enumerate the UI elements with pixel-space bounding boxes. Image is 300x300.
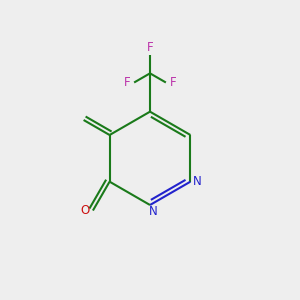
Text: N: N <box>194 175 202 188</box>
Text: F: F <box>147 41 153 54</box>
Text: F: F <box>124 76 130 89</box>
Text: N: N <box>149 205 158 218</box>
Text: F: F <box>170 76 176 89</box>
Text: O: O <box>80 204 89 217</box>
